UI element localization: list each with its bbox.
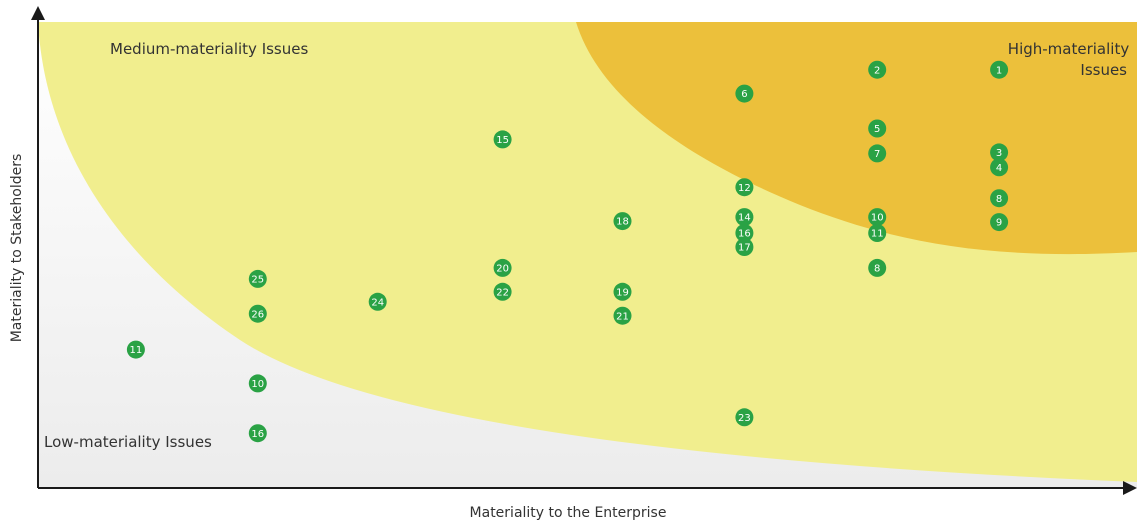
low-zone-label: Low-materiality Issues	[44, 433, 212, 451]
data-point-marker	[613, 306, 632, 325]
data-point-label: 5	[874, 124, 880, 135]
data-point: 7	[868, 144, 887, 163]
data-point-label: 3	[996, 148, 1002, 159]
data-point-marker	[613, 282, 632, 301]
data-point-marker	[248, 424, 267, 443]
data-point-label: 2	[874, 65, 880, 76]
data-point: 18	[613, 212, 632, 231]
data-point: 19	[613, 282, 632, 301]
data-point-label: 7	[874, 149, 880, 160]
data-point-label: 16	[738, 229, 751, 240]
data-point: 5	[868, 119, 887, 138]
data-point-marker	[735, 84, 754, 103]
data-point: 25	[248, 269, 267, 288]
data-point-label: 15	[496, 135, 509, 146]
data-point-marker	[493, 258, 512, 277]
y-axis-label: Materiality to Stakeholders	[9, 154, 25, 343]
data-point-marker	[990, 60, 1009, 79]
data-point-marker	[735, 224, 754, 242]
data-point: 14	[735, 208, 754, 227]
data-point-label: 16	[251, 429, 264, 440]
data-point-label: 18	[616, 217, 629, 228]
data-point-marker	[248, 374, 267, 393]
data-point-label: 19	[616, 287, 629, 298]
data-point-label: 23	[738, 413, 751, 424]
data-point-label: 4	[996, 163, 1002, 174]
data-point-marker	[735, 238, 754, 256]
data-point-marker	[990, 189, 1009, 208]
data-point-label: 11	[130, 345, 143, 356]
data-point-label: 12	[738, 183, 751, 194]
data-point-marker	[990, 158, 1009, 177]
data-point: 23	[735, 408, 754, 427]
data-point-label: 14	[738, 213, 751, 224]
data-point-marker	[735, 208, 754, 227]
x-axis-label: Materiality to the Enterprise	[470, 505, 667, 521]
medium-zone-label: Medium-materiality Issues	[110, 40, 308, 58]
data-point-marker	[735, 408, 754, 427]
data-point-marker	[493, 130, 512, 149]
data-point-label: 21	[616, 311, 629, 322]
data-point: 15	[493, 130, 512, 149]
data-point: 1	[990, 60, 1009, 79]
data-point: 8	[868, 258, 887, 277]
y-axis-arrowhead	[31, 6, 45, 20]
data-point: 16	[735, 224, 754, 242]
data-point: 26	[248, 304, 267, 323]
data-point: 2	[868, 60, 887, 79]
data-point: 22	[493, 282, 512, 301]
data-point: 12	[735, 178, 754, 197]
data-point: 17	[735, 238, 754, 256]
data-point-marker	[868, 60, 887, 79]
data-point: 10	[248, 374, 267, 393]
data-point: 8	[990, 189, 1009, 208]
data-point-label: 11	[871, 229, 884, 240]
data-point-label: 26	[251, 309, 264, 320]
data-point: 11	[868, 224, 887, 242]
data-point-marker	[248, 269, 267, 288]
data-point-marker	[368, 292, 387, 311]
data-point: 21	[613, 306, 632, 325]
data-point-label: 6	[741, 89, 747, 100]
data-point: 6	[735, 84, 754, 103]
data-point-label: 22	[496, 287, 509, 298]
data-point-marker	[126, 340, 145, 359]
data-point-marker	[868, 258, 887, 277]
data-point: 11	[126, 340, 145, 359]
data-point-label: 10	[871, 213, 884, 224]
data-point-label: 9	[996, 218, 1002, 229]
data-point-label: 17	[738, 243, 751, 254]
data-point-marker	[990, 213, 1009, 232]
data-point-label: 10	[251, 379, 264, 390]
data-point-marker	[613, 212, 632, 231]
data-point-marker	[868, 144, 887, 163]
data-point-label: 8	[996, 194, 1002, 205]
data-point-marker	[248, 304, 267, 323]
data-point: 10	[868, 208, 887, 227]
data-point-marker	[868, 224, 887, 242]
data-point-label: 25	[251, 275, 264, 286]
data-point: 3	[990, 143, 1009, 162]
data-point: 24	[368, 292, 387, 311]
data-point-label: 24	[371, 297, 384, 308]
data-point: 9	[990, 213, 1009, 232]
data-point-label: 1	[996, 65, 1002, 76]
data-point-label: 20	[496, 264, 509, 275]
data-point-marker	[868, 208, 887, 227]
data-point-marker	[868, 119, 887, 138]
data-point: 20	[493, 258, 512, 277]
data-point-marker	[990, 143, 1009, 162]
x-axis-arrowhead	[1123, 481, 1137, 495]
data-point: 4	[990, 158, 1009, 177]
data-point: 16	[248, 424, 267, 443]
data-point-marker	[735, 178, 754, 197]
data-point-label: 8	[874, 264, 880, 275]
high-zone-label: High-materiality Issues	[1008, 40, 1134, 79]
data-point-marker	[493, 282, 512, 301]
